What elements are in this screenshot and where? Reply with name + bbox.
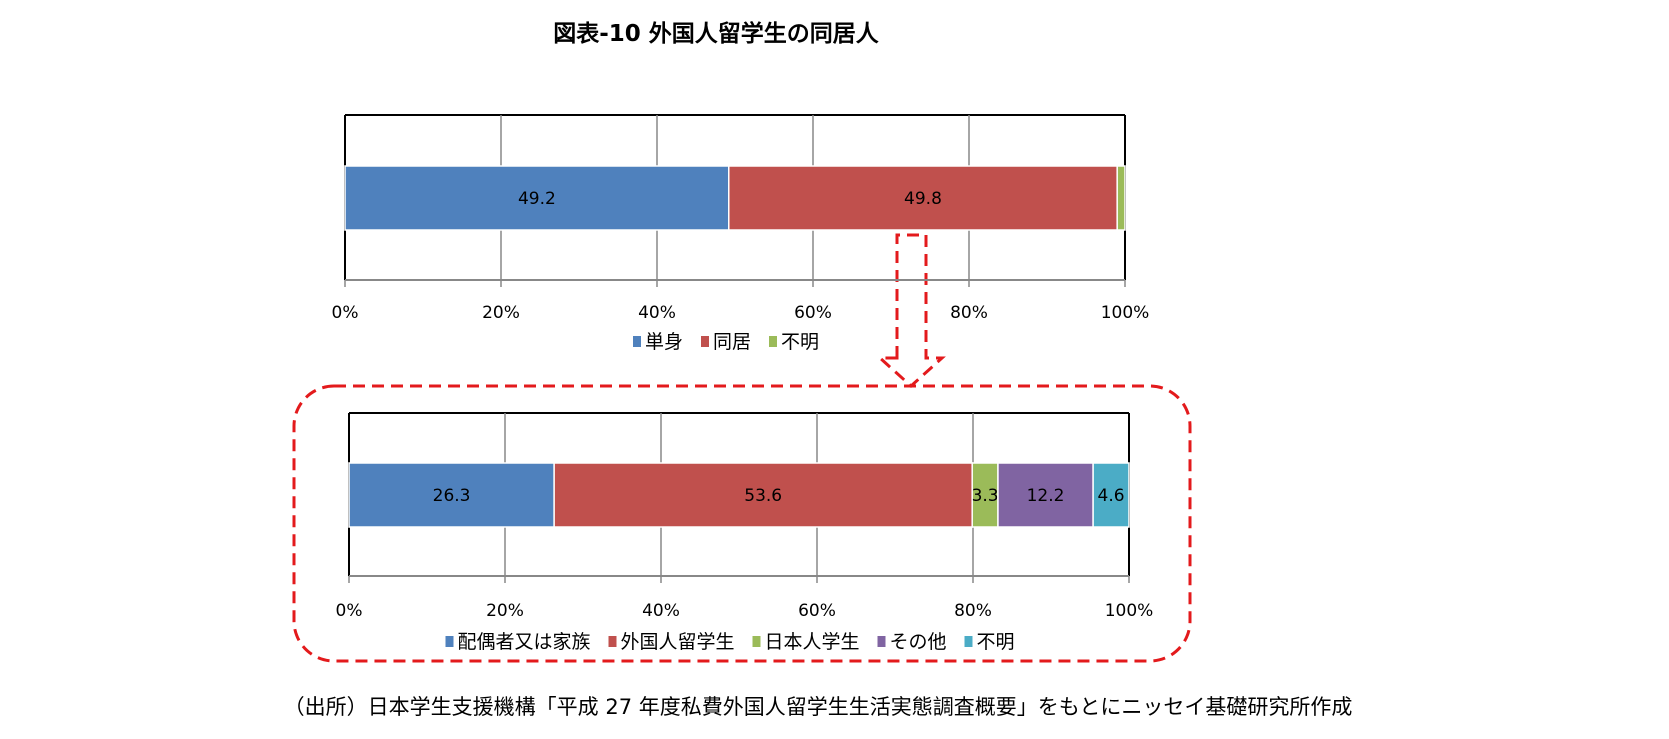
legend-swatch bbox=[608, 636, 617, 647]
legend-swatch bbox=[445, 636, 454, 647]
bar-segment bbox=[348, 462, 555, 528]
tick-label: 100% bbox=[1101, 303, 1150, 323]
tick-label: 40% bbox=[642, 601, 680, 621]
data-label: 26.3 bbox=[433, 486, 471, 506]
legend-label: 不明 bbox=[781, 331, 819, 353]
tick-label: 80% bbox=[954, 601, 992, 621]
legend-swatch bbox=[964, 636, 973, 647]
bar-segment bbox=[1116, 165, 1126, 231]
legend-label: その他 bbox=[890, 631, 947, 653]
tick-label: 0% bbox=[332, 303, 359, 323]
legend-swatch bbox=[752, 636, 761, 647]
chart-bottom: 0% 20% 40% 60% 80% 100% 26.3 53.6 3.3 12.2 4.6 配偶者又… bbox=[336, 412, 1154, 653]
legend-swatch bbox=[769, 336, 777, 347]
bar-segment bbox=[1092, 462, 1130, 528]
tick-label: 20% bbox=[482, 303, 520, 323]
data-label: 12.2 bbox=[1027, 486, 1065, 506]
drill-down-annotation bbox=[292, 233, 1192, 663]
chart-title: 図表-10 外国人留学生の同居人 bbox=[553, 20, 880, 47]
legend-label: 単身 bbox=[645, 331, 683, 353]
tick-label: 60% bbox=[794, 303, 832, 323]
tick-label: 0% bbox=[336, 601, 363, 621]
bar-segment bbox=[728, 165, 1118, 231]
chart-top: 0% 20% 40% 60% 80% 100% 49.2 49.8 単身 同居 不明 bbox=[332, 114, 1150, 353]
data-label: 4.6 bbox=[1098, 486, 1125, 506]
data-label: 49.2 bbox=[518, 189, 556, 209]
legend-label: 外国人留学生 bbox=[621, 631, 735, 653]
bar-segment bbox=[344, 165, 730, 231]
bar-segment bbox=[971, 462, 999, 528]
tick-label: 100% bbox=[1105, 601, 1154, 621]
data-label: 3.3 bbox=[972, 486, 999, 506]
data-label: 49.8 bbox=[904, 189, 942, 209]
legend-label: 配偶者又は家族 bbox=[458, 631, 591, 653]
legend-swatch bbox=[877, 636, 886, 647]
bar-segment bbox=[997, 462, 1094, 528]
legend-label: 日本人学生 bbox=[765, 631, 860, 653]
tick-label: 80% bbox=[950, 303, 988, 323]
legend-label: 不明 bbox=[977, 631, 1015, 653]
legend-swatch bbox=[633, 336, 641, 347]
data-label: 53.6 bbox=[744, 486, 782, 506]
tick-label: 60% bbox=[798, 601, 836, 621]
legend-label: 同居 bbox=[713, 331, 751, 353]
tick-label: 20% bbox=[486, 601, 524, 621]
legend-swatch bbox=[701, 336, 709, 347]
dashed-arrow-down-icon bbox=[876, 233, 946, 389]
tick-label: 40% bbox=[638, 303, 676, 323]
source-note: （出所）日本学生支援機構「平成 27 年度私費外国人留学生生活実態調査概要」をも… bbox=[284, 695, 1353, 719]
dashed-highlight-box bbox=[292, 384, 1192, 663]
